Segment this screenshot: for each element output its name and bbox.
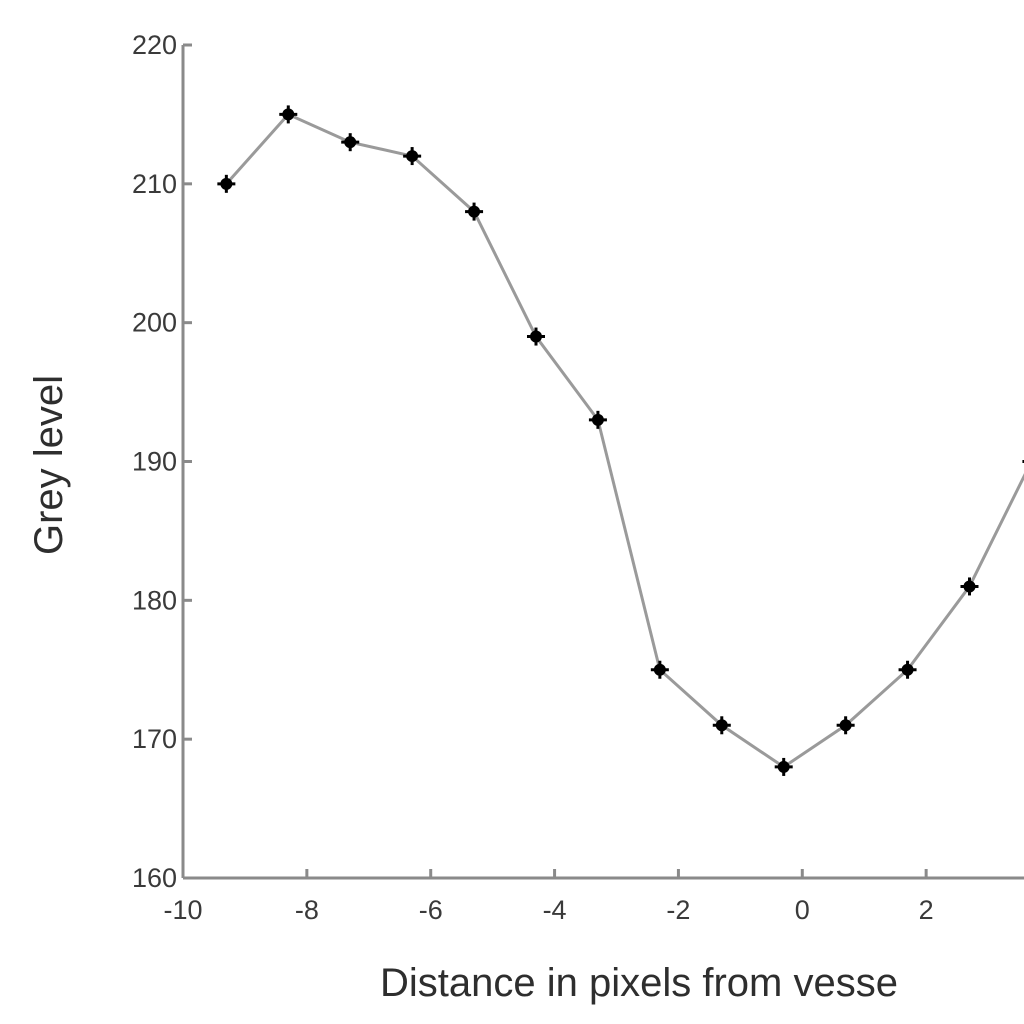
data-point: [774, 757, 793, 776]
x-tick-label: -2: [666, 895, 690, 925]
data-point: [341, 133, 360, 152]
x-tick-label: 2: [919, 895, 934, 925]
data-point: [712, 716, 731, 735]
data-point: [836, 716, 855, 735]
y-tick-label: 180: [132, 585, 177, 615]
x-tick-label: -6: [419, 895, 443, 925]
data-point: [279, 105, 298, 124]
data-point: [526, 327, 545, 346]
data-point: [588, 410, 607, 429]
y-tick-label: 220: [132, 30, 177, 60]
x-axis-title: Distance in pixels from vesse: [380, 961, 898, 1005]
x-tick-label: -10: [163, 895, 202, 925]
y-tick-label: 200: [132, 308, 177, 338]
data-point: [960, 577, 979, 596]
series-layer: [217, 105, 1024, 776]
y-axis-title: Grey level: [27, 375, 71, 555]
data-point: [898, 660, 917, 679]
data-point: [465, 202, 484, 221]
x-tick-label: -4: [543, 895, 567, 925]
y-tick-label: 210: [132, 169, 177, 199]
series-line: [225, 112, 1024, 769]
data-point: [403, 147, 422, 166]
x-tick-label: 0: [795, 895, 810, 925]
y-tick-label: 160: [132, 863, 177, 893]
data-point: [650, 660, 669, 679]
data-point: [217, 174, 236, 193]
y-tick-label: 170: [132, 724, 177, 754]
y-axis-ticks: 160 170 180 190 200 210 220: [132, 30, 192, 893]
x-tick-label: -8: [295, 895, 319, 925]
y-tick-label: 190: [132, 447, 177, 477]
